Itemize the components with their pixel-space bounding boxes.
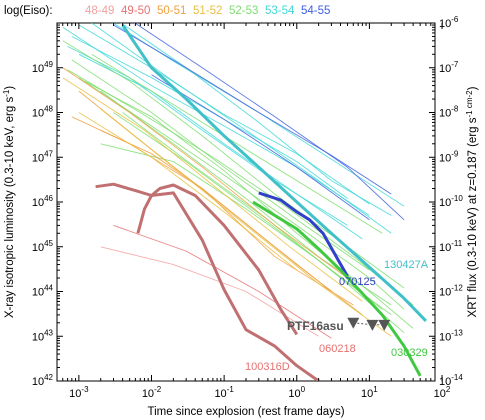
- y-tick-label: 1045: [32, 239, 54, 254]
- legend: log(Eiso): 48-49 49-50 50-51 51-52 52-53 53-5…: [4, 5, 330, 17]
- legend-entry-50-51: 50-51: [157, 5, 186, 17]
- series-070125: [258, 191, 349, 277]
- legend-entry-49-50: 49-50: [121, 5, 150, 17]
- upper-limit-marker-2: [378, 319, 391, 331]
- background-series-9: [134, 23, 405, 221]
- background-light-curves: [62, 23, 414, 339]
- background-series-7: [120, 23, 392, 216]
- label-030329: 030329: [391, 347, 428, 359]
- upper-limit-marker-0: [347, 317, 360, 329]
- y-tick-label: 1043: [32, 328, 54, 343]
- x-tick-label: 10-3: [69, 385, 89, 400]
- x-axis-title: Time since explosion (rest frame days): [147, 406, 344, 418]
- y-tick-label: 1048: [32, 105, 54, 120]
- background-series-26: [100, 108, 392, 337]
- series-030329: [252, 200, 422, 377]
- y2-tick-label: 10-8: [439, 105, 459, 120]
- background-series-16: [91, 53, 383, 234]
- label-ptf16asu: PTF16asu: [287, 319, 344, 333]
- background-series-11: [62, 40, 405, 289]
- highlighted-light-curves: [95, 24, 427, 381]
- label-070125: 070125: [339, 276, 376, 288]
- x-tick-label: 10-2: [142, 385, 162, 400]
- y2-axis-title-text: XRT flux (0.3-10 keV) at z=0.187 (erg s: [467, 117, 479, 317]
- background-series-21: [62, 67, 348, 279]
- y2-tick-label: 10-6: [439, 15, 459, 30]
- x-tick-label: 100: [288, 385, 305, 400]
- background-series-13: [78, 77, 405, 310]
- label-130427A: 130427A: [384, 259, 429, 271]
- y-tick-label: 1046: [32, 194, 54, 209]
- background-series-17: [84, 80, 414, 329]
- background-series-0: [62, 26, 370, 216]
- legend-entry-54-55: 54-55: [301, 5, 330, 17]
- y-tick-label: 1042: [32, 373, 54, 388]
- y2-tick-label: 10-13: [439, 328, 463, 343]
- y2-axis-ticks: 10-14 10-13 10-12 10-11 10-10 10-9 10-8 10-7 10-…: [429, 15, 463, 388]
- label-060218: 060218: [319, 343, 356, 355]
- legend-entry-53-54: 53-54: [265, 5, 295, 17]
- x-tick-label: 102: [434, 385, 451, 400]
- background-series-6: [78, 53, 363, 240]
- x-tick-label: 10-1: [214, 385, 234, 400]
- y-tick-label: 1047: [32, 149, 54, 164]
- background-series-2: [78, 24, 370, 205]
- background-series-29: [113, 224, 332, 339]
- y-tick-label: 1049: [32, 60, 54, 75]
- series-060218: [95, 182, 320, 381]
- legend-entry-52-53: 52-53: [229, 5, 258, 17]
- background-series-5: [67, 45, 348, 226]
- y2-tick-label: 10-14: [439, 373, 463, 388]
- background-series-10: [151, 74, 370, 221]
- series-130427A: [121, 24, 427, 322]
- y2-axis-title-units: -1 cm-2: [465, 90, 474, 118]
- y2-tick-label: 10-11: [439, 239, 463, 254]
- background-series-12: [71, 59, 370, 271]
- x-tick-label: 101: [361, 385, 378, 400]
- background-series-25: [62, 77, 363, 302]
- upper-limit-marker-1: [366, 319, 379, 331]
- background-series-27: [78, 112, 298, 271]
- background-series-8: [113, 24, 392, 195]
- y2-tick-label: 10-7: [439, 60, 459, 75]
- label-100316D: 100316D: [245, 361, 290, 373]
- y-axis-title: X-ray isotropic luminosity (0.3-10 keV, …: [2, 86, 16, 318]
- y2-tick-label: 10-10: [439, 194, 463, 209]
- x-axis-ticks: 10-3 10-2 10-1 100 101 102: [56, 23, 451, 400]
- y-tick-label: 1044: [32, 284, 54, 299]
- legend-entries: 48-49 49-50 50-51 51-52 52-53 53-54 54-55: [85, 5, 330, 17]
- y-axis-title-text: X-ray isotropic luminosity (0.3-10 keV, …: [4, 97, 16, 319]
- y-axis-title-units: -1: [2, 89, 11, 97]
- y2-tick-label: 10-12: [439, 284, 463, 299]
- background-series-19: [67, 69, 414, 306]
- y2-axis-title: XRT flux (0.3-10 keV) at z=0.187 (erg s-…: [465, 86, 479, 317]
- y2-tick-label: 10-9: [439, 149, 459, 164]
- legend-entry-51-52: 51-52: [193, 5, 222, 17]
- y-axis-ticks: 1042 1043 1044 1045 1046 1047 1048 1049: [32, 24, 63, 388]
- background-series-24: [71, 116, 354, 306]
- upper-limits: [347, 317, 391, 331]
- legend-entry-48-49: 48-49: [85, 5, 114, 17]
- legend-title: log(Eiso):: [4, 5, 53, 17]
- series-100316D: [136, 183, 299, 336]
